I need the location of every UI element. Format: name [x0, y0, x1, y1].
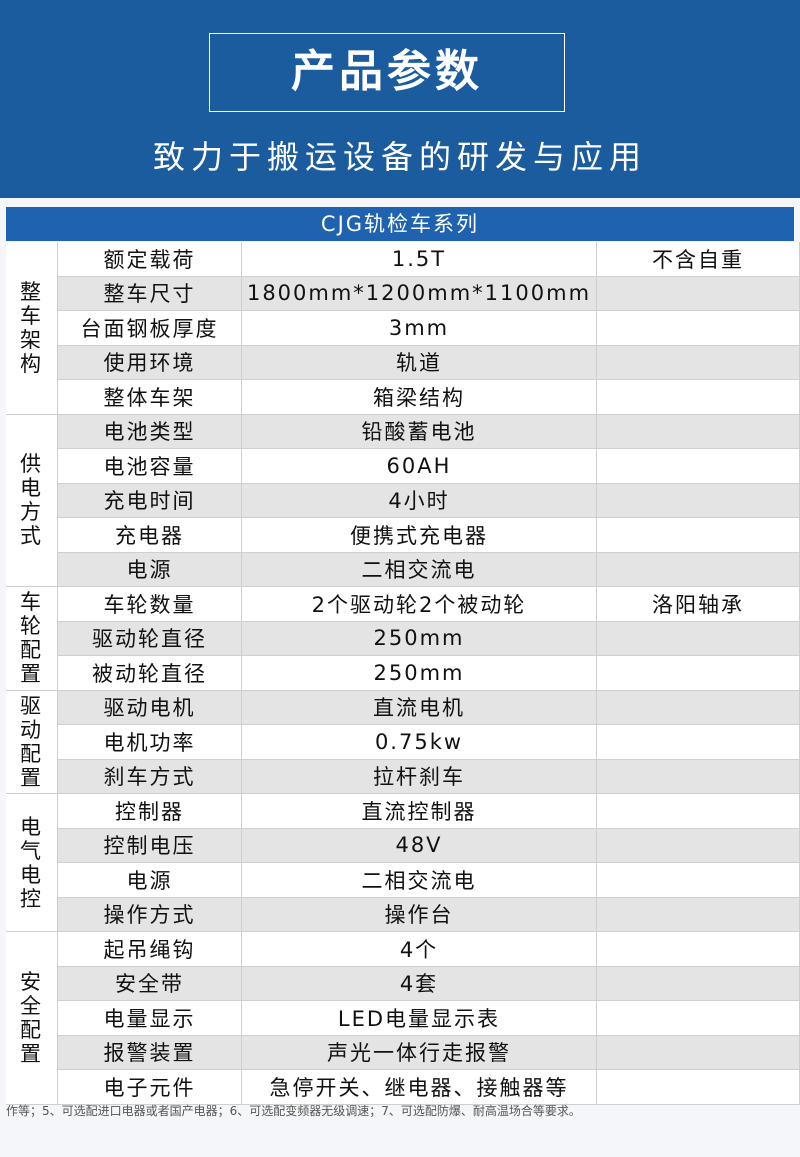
value: 操作台 — [242, 897, 597, 932]
param: 充电器 — [58, 518, 242, 553]
param: 额定载荷 — [58, 242, 242, 277]
subtitle: 致力于搬运设备的研发与应用 — [152, 138, 647, 176]
param: 台面钢板厚度 — [58, 311, 242, 346]
value: 2个驱动轮2个被动轮 — [242, 587, 597, 622]
param: 刹车方式 — [58, 759, 242, 794]
group-label: 整车架构 — [6, 242, 58, 415]
value: 48V — [242, 828, 597, 863]
param: 电源 — [58, 863, 242, 898]
value: 3mm — [242, 311, 597, 346]
note — [597, 863, 800, 898]
note: 不含自重 — [597, 242, 800, 277]
title: 产品参数 — [209, 33, 565, 112]
value: LED电量显示表 — [242, 1001, 597, 1036]
param: 被动轮直径 — [58, 656, 242, 691]
note — [597, 380, 800, 415]
note — [597, 276, 800, 311]
group-label: 电气电控 — [6, 794, 58, 932]
value: 0.75kw — [242, 725, 597, 760]
value: 60AH — [242, 449, 597, 484]
note — [597, 518, 800, 553]
value: 二相交流电 — [242, 552, 597, 587]
value: 4套 — [242, 966, 597, 1001]
param: 电池类型 — [58, 414, 242, 449]
param: 驱动电机 — [58, 690, 242, 725]
value: 1.5T — [242, 242, 597, 277]
param: 控制电压 — [58, 828, 242, 863]
group-label: 安全配置 — [6, 932, 58, 1105]
note — [597, 1070, 800, 1105]
param: 车轮数量 — [58, 587, 242, 622]
value: 1800mm*1200mm*1100mm — [242, 276, 597, 311]
param: 驱动轮直径 — [58, 621, 242, 656]
note — [597, 966, 800, 1001]
group-label: 供电方式 — [6, 414, 58, 587]
note — [597, 621, 800, 656]
value: 急停开关、继电器、接触器等 — [242, 1070, 597, 1105]
value: 4个 — [242, 932, 597, 967]
value: 4小时 — [242, 483, 597, 518]
note — [597, 932, 800, 967]
note — [597, 483, 800, 518]
note — [597, 552, 800, 587]
param: 报警装置 — [58, 1035, 242, 1070]
param: 起吊绳钩 — [58, 932, 242, 967]
param: 充电时间 — [58, 483, 242, 518]
param: 电机功率 — [58, 725, 242, 760]
value: 直流控制器 — [242, 794, 597, 829]
note — [597, 345, 800, 380]
note — [597, 897, 800, 932]
param: 操作方式 — [58, 897, 242, 932]
note — [597, 725, 800, 760]
group-label: 驱动配置 — [6, 690, 58, 794]
note — [597, 690, 800, 725]
param: 电池容量 — [58, 449, 242, 484]
value: 铅酸蓄电池 — [242, 414, 597, 449]
note — [597, 828, 800, 863]
value: 声光一体行走报警 — [242, 1035, 597, 1070]
param: 整车尺寸 — [58, 276, 242, 311]
value: 二相交流电 — [242, 863, 597, 898]
param: 整体车架 — [58, 380, 242, 415]
param: 电子元件 — [58, 1070, 242, 1105]
note — [597, 414, 800, 449]
value: 250mm — [242, 656, 597, 691]
note: 洛阳轴承 — [597, 587, 800, 622]
group-label: 车轮配置 — [6, 587, 58, 691]
param: 控制器 — [58, 794, 242, 829]
value: 箱梁结构 — [242, 380, 597, 415]
param: 安全带 — [58, 966, 242, 1001]
value: 250mm — [242, 621, 597, 656]
value: 拉杆刹车 — [242, 759, 597, 794]
note — [597, 1001, 800, 1036]
note — [597, 759, 800, 794]
param: 电量显示 — [58, 1001, 242, 1036]
note — [597, 449, 800, 484]
header: 产品参数 致力于搬运设备的研发与应用 — [0, 0, 800, 198]
value: 便携式充电器 — [242, 518, 597, 553]
param: 使用环境 — [58, 345, 242, 380]
note — [597, 311, 800, 346]
table-caption: CJG轨检车系列 — [6, 207, 794, 241]
footer-note: 作等；5、可选配进口电器或者国产电器；6、可选配变频器无级调速；7、可选配防爆、… — [6, 1104, 581, 1118]
note — [597, 794, 800, 829]
note — [597, 1035, 800, 1070]
value: 轨道 — [242, 345, 597, 380]
param: 电源 — [58, 552, 242, 587]
note — [597, 656, 800, 691]
value: 直流电机 — [242, 690, 597, 725]
